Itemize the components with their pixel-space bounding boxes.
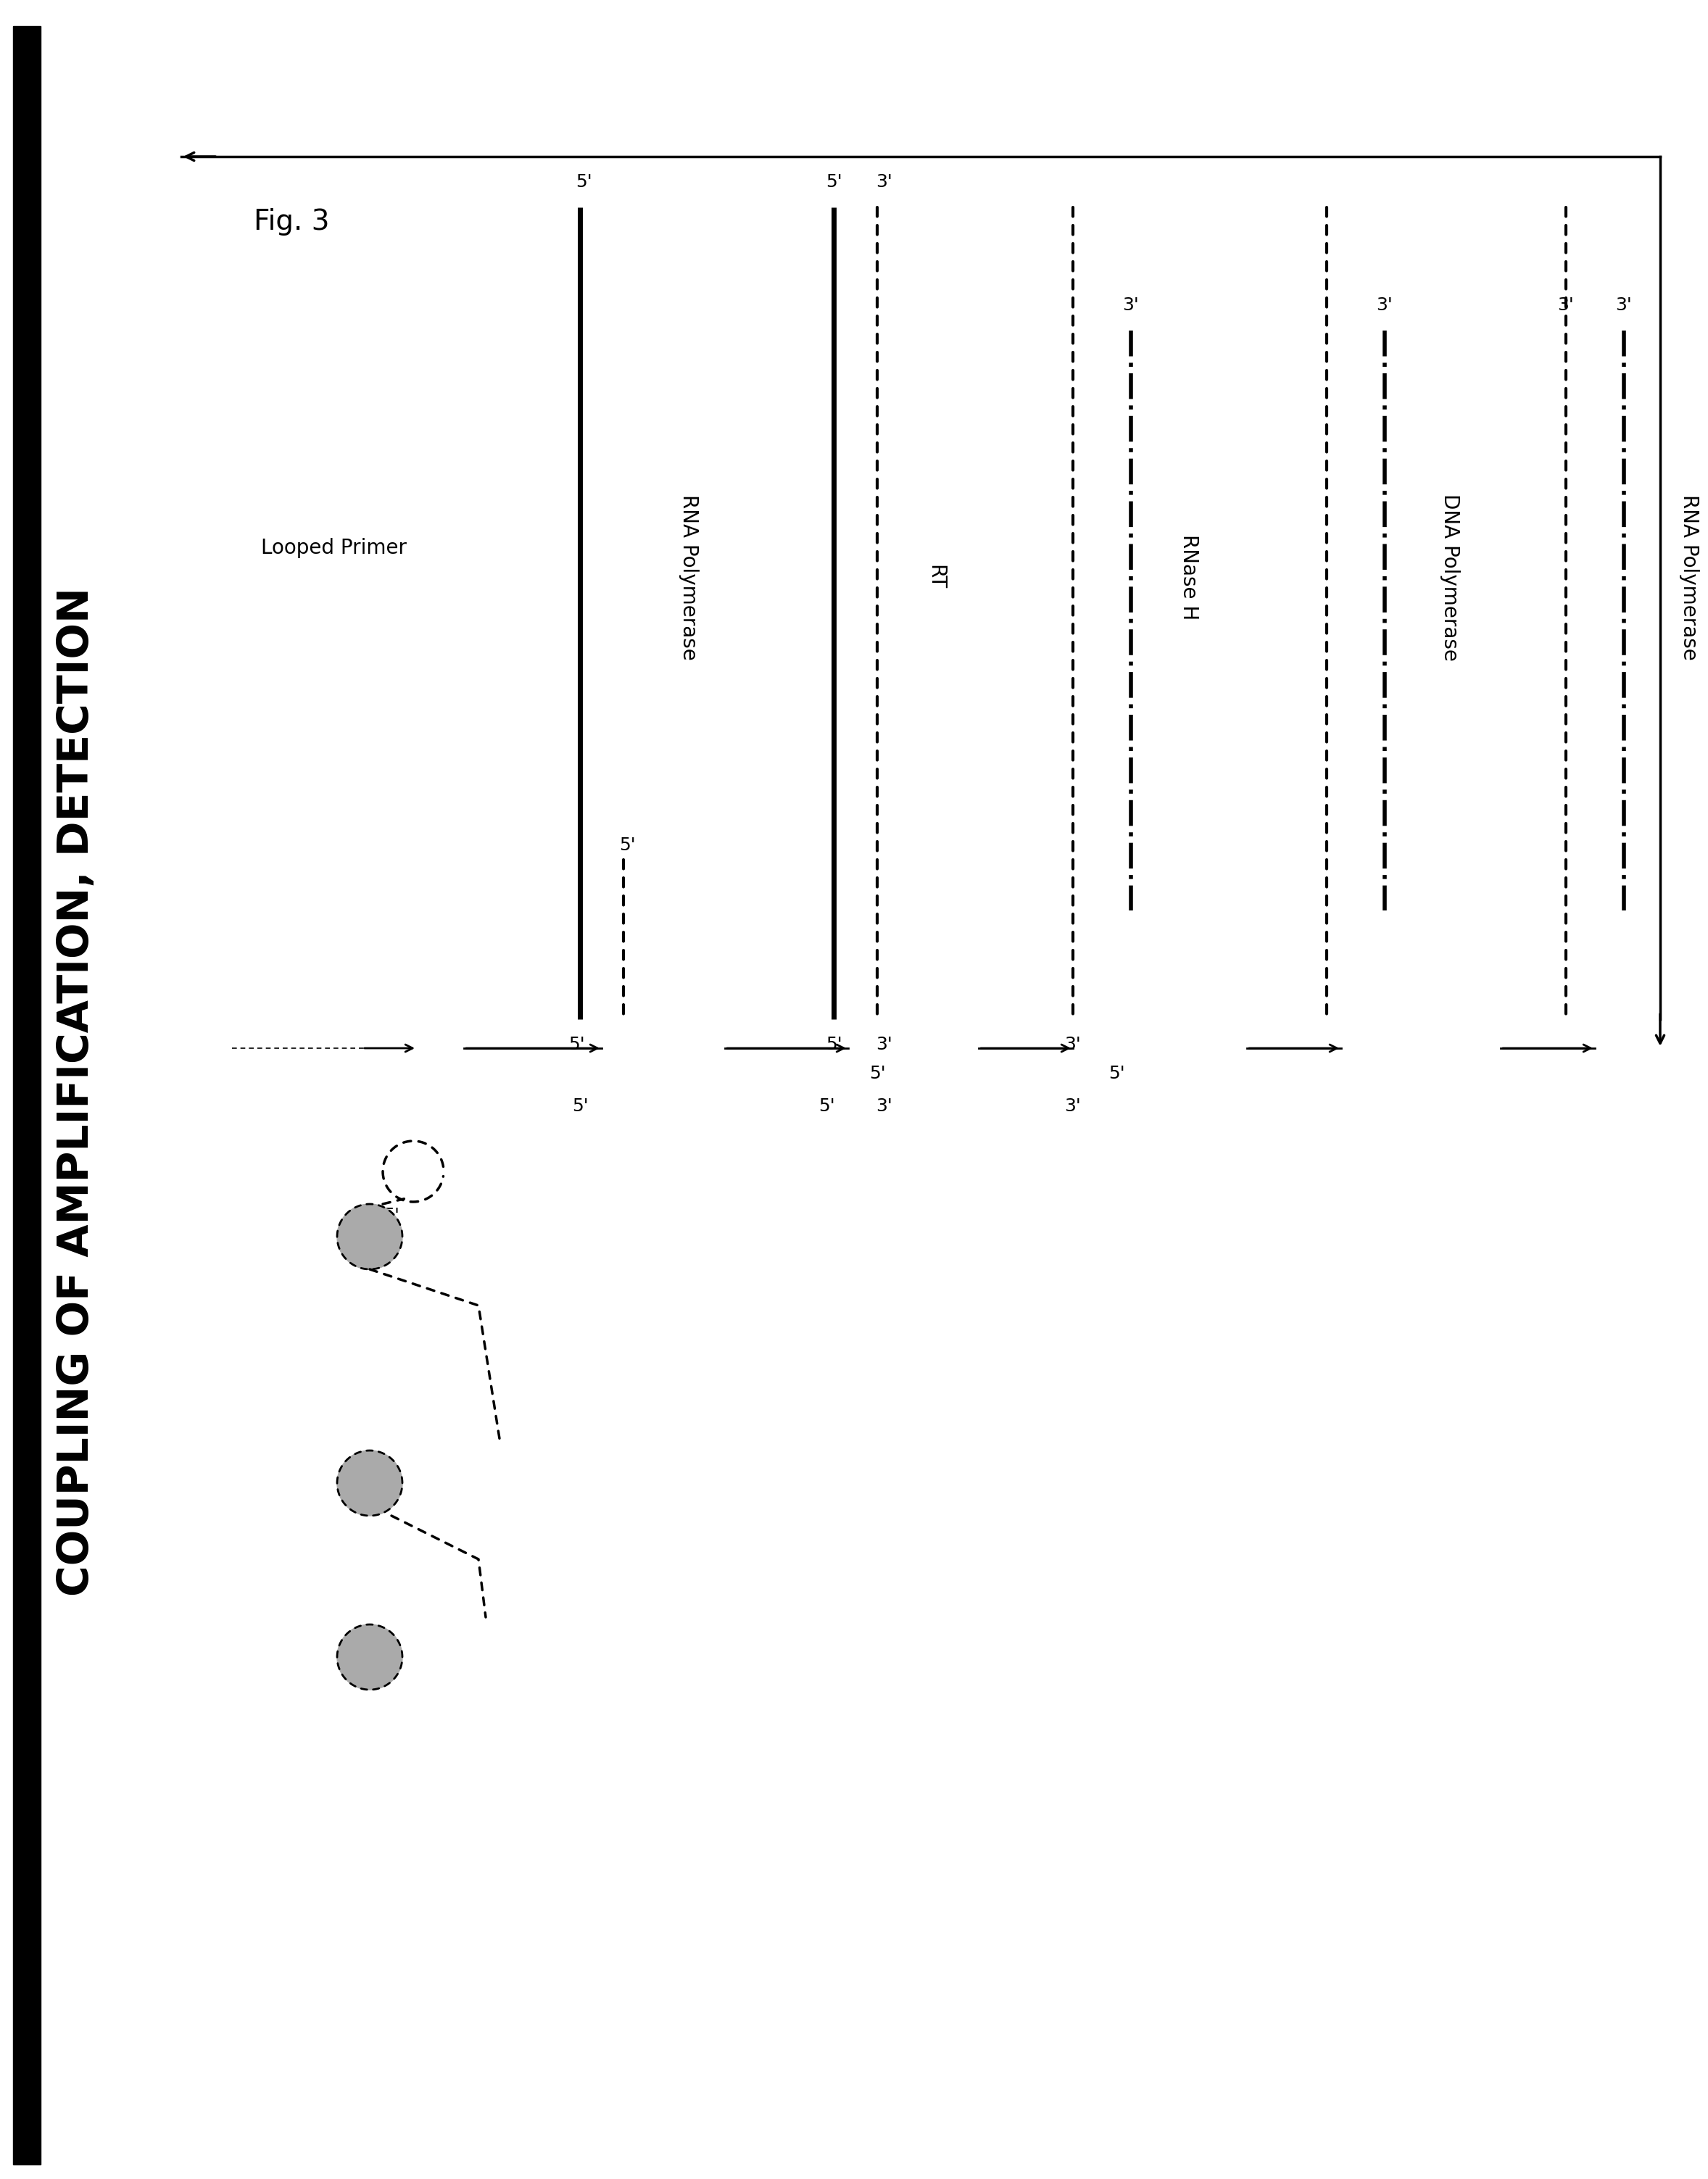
Text: 3': 3' [1558, 296, 1575, 314]
Text: 3': 3' [1064, 1098, 1081, 1116]
Text: 3': 3' [1377, 296, 1394, 314]
Text: 3': 3' [876, 1098, 893, 1116]
Bar [14, 26, 41, 2164]
Text: 5': 5' [825, 1035, 842, 1052]
Text: RNA Polymerase: RNA Polymerase [678, 495, 699, 660]
Text: RNA Polymerase: RNA Polymerase [1679, 495, 1699, 660]
Text: 3': 3' [1616, 296, 1633, 314]
Text: RT: RT [926, 564, 945, 588]
Text: 5': 5' [569, 1035, 584, 1052]
Text: 5': 5' [572, 1098, 588, 1116]
Text: 5': 5' [818, 1098, 835, 1116]
Text: 5': 5' [869, 1066, 885, 1083]
Text: RNase H: RNase H [1179, 534, 1199, 619]
Text: Looped Primer: Looped Primer [261, 538, 407, 558]
Text: 3': 3' [876, 174, 893, 190]
Text: 3': 3' [1122, 296, 1139, 314]
Polygon shape [336, 1626, 403, 1689]
Text: 5': 5' [825, 174, 842, 190]
Text: 3': 3' [1064, 1035, 1081, 1052]
Text: 5': 5' [618, 837, 635, 854]
Text: COUPLING OF AMPLIFICATION, DETECTION: COUPLING OF AMPLIFICATION, DETECTION [55, 586, 97, 1597]
Polygon shape [336, 1451, 403, 1517]
Text: 3': 3' [876, 1035, 893, 1052]
Text: 5': 5' [576, 174, 591, 190]
Text: Fig. 3: Fig. 3 [254, 207, 330, 235]
Text: 5': 5' [384, 1207, 400, 1225]
Text: 5': 5' [1108, 1066, 1124, 1083]
Text: DNA Polymerase: DNA Polymerase [1440, 492, 1460, 660]
Polygon shape [336, 1205, 403, 1270]
